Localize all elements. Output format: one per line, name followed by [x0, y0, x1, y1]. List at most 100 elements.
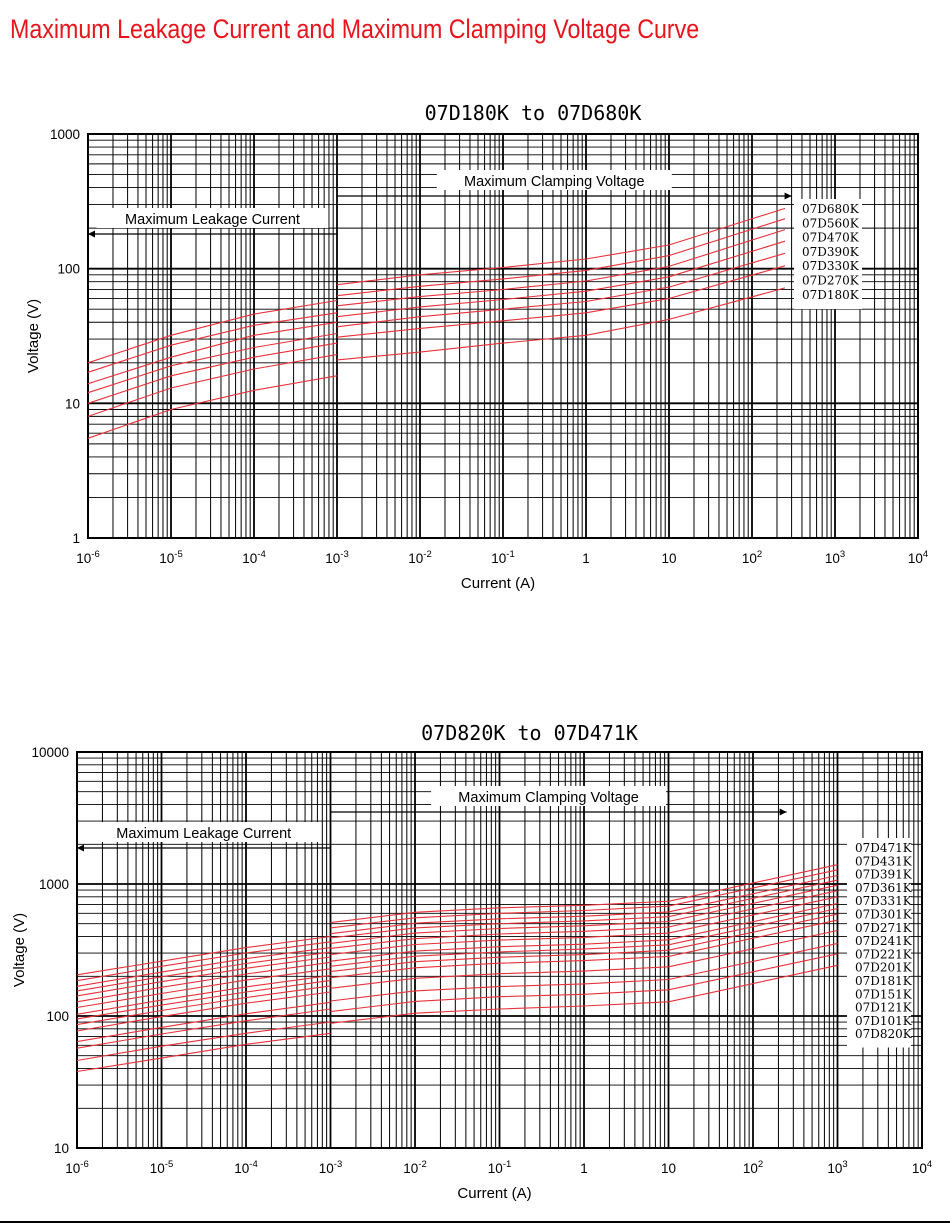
- x-tick-base: 10: [319, 1161, 334, 1176]
- x-tick-label: 10-2: [403, 1159, 426, 1176]
- series-line-leakage-07d151k: [76, 1001, 331, 1043]
- series-line-clamping-07d271k: [330, 896, 838, 956]
- legend: 07D471K07D431K07D391K07D361K07D331K07D30…: [847, 838, 913, 1048]
- x-tick-exponent: -2: [418, 1159, 426, 1170]
- legend-entry: 07D471K: [855, 841, 913, 855]
- legend-entry: 07D560K: [802, 216, 860, 230]
- legend-entry: 07D121K: [855, 1001, 913, 1015]
- plot-frame: [87, 133, 919, 539]
- y-tick-label: 1000: [50, 127, 80, 142]
- y-tick-label: 10000: [31, 745, 69, 760]
- series-line-clamping-07d241k: [330, 902, 838, 962]
- x-tick-base: 10: [908, 551, 923, 566]
- x-tick-label: 104: [908, 549, 928, 566]
- series-line-clamping-07d201k: [330, 913, 838, 973]
- x-tick-exponent: 4: [927, 1159, 932, 1170]
- legend-entry: 07D431K: [855, 854, 913, 868]
- series-line-leakage-07d270k: [87, 354, 338, 417]
- series-line-leakage-07d560k: [87, 312, 338, 373]
- x-axis-label: Current (A): [457, 1185, 531, 1202]
- x-tick-label: 10-3: [325, 549, 348, 566]
- x-tick-base: 10: [661, 551, 676, 566]
- chart-title: 07D820K to 07D471K: [421, 721, 638, 745]
- legend-entry: 07D680K: [802, 202, 860, 216]
- series-line-leakage-07d331k: [76, 956, 331, 997]
- x-tick-exponent: -1: [506, 549, 514, 560]
- x-tick-exponent: 3: [840, 549, 845, 560]
- series-line-leakage-07d121k: [76, 1008, 331, 1049]
- annotation-arrow-head: [77, 844, 84, 852]
- series-line-clamping-07d101k: [330, 953, 838, 1013]
- annotation-label-background: [96, 208, 329, 228]
- legend-entry: 07D180K: [802, 288, 860, 302]
- x-tick-label: 10-3: [319, 1159, 342, 1176]
- x-tick-label: 103: [825, 549, 845, 566]
- annotation-clamping-voltage: Maximum Clamping Voltage: [464, 174, 645, 190]
- series-line-leakage-07d201k: [76, 985, 331, 1026]
- y-axis-label: Voltage (V): [11, 913, 28, 987]
- series-line-clamping-07d560k: [336, 218, 786, 297]
- y-tick-label: 10: [54, 1141, 69, 1156]
- legend-entry: 07D221K: [855, 947, 913, 961]
- x-tick-exponent: -4: [249, 1159, 257, 1170]
- annotation-leakage-current: Maximum Leakage Current: [125, 212, 300, 228]
- x-tick-exponent: -3: [334, 1159, 342, 1170]
- x-tick-label: 102: [742, 549, 762, 566]
- x-tick-base: 10: [408, 551, 423, 566]
- x-tick-label: 10-4: [242, 549, 265, 566]
- legend-entry: 07D390K: [802, 245, 860, 259]
- series-line-leakage-07d820k: [76, 1032, 331, 1073]
- x-tick-exponent: -5: [165, 1159, 173, 1170]
- x-tick-base: 10: [825, 551, 840, 566]
- series-line-clamping-07d270k: [336, 265, 786, 338]
- x-tick-exponent: 2: [758, 1159, 763, 1170]
- series-line-clamping-07d391k: [330, 874, 838, 935]
- x-tick-label: 10-4: [234, 1159, 257, 1176]
- x-tick-base: 10: [76, 551, 91, 566]
- x-tick-base: 10: [403, 1161, 418, 1176]
- x-tick-label: 103: [827, 1159, 847, 1176]
- x-tick-exponent: -6: [80, 1159, 88, 1170]
- x-tick-exponent: -5: [174, 549, 182, 560]
- grid: [87, 134, 918, 539]
- series-line-leakage-07d101k: [76, 1021, 331, 1062]
- series-line-leakage-07d271k: [76, 968, 331, 1009]
- annotation-label-background: [431, 786, 667, 806]
- x-tick-label: 10: [661, 551, 676, 566]
- x-tick-base: 10: [743, 1161, 758, 1176]
- legend-entry: 07D201K: [855, 961, 913, 975]
- x-tick-base: 10: [827, 1161, 842, 1176]
- legend-entry: 07D301K: [855, 908, 913, 922]
- series-line-clamping-07d181k: [330, 919, 838, 979]
- plot-frame: [76, 751, 923, 1149]
- x-tick-base: 10: [742, 551, 757, 566]
- x-tick-label: 104: [912, 1159, 932, 1176]
- series-line-leakage-07d680k: [87, 299, 338, 364]
- x-tick-base: 10: [150, 1161, 165, 1176]
- series-line-leakage-07d241k: [76, 974, 331, 1015]
- y-tick-label: 10: [65, 396, 80, 411]
- series-line-leakage-07d470k: [87, 321, 338, 385]
- y-tick-label: 100: [46, 1009, 69, 1024]
- x-tick-label: 10-6: [76, 549, 99, 566]
- legend-entry: 07D331K: [855, 894, 913, 908]
- series-line-clamping-07d180k: [336, 287, 786, 361]
- x-tick-label: 10-5: [150, 1159, 173, 1176]
- x-tick-exponent: -3: [340, 549, 348, 560]
- annotation-arrow-head: [784, 192, 792, 200]
- series-line-leakage-07d390k: [87, 332, 338, 394]
- series-line-leakage-07d301k: [76, 961, 331, 1003]
- series-line-clamping-07d301k: [330, 890, 838, 949]
- series-line-leakage-07d471k: [76, 935, 331, 976]
- x-tick-label: 1: [582, 551, 590, 566]
- page-title: Maximum Leakage Current and Maximum Clam…: [10, 14, 700, 44]
- legend-entry: 07D391K: [855, 868, 913, 882]
- x-tick-exponent: 3: [842, 1159, 847, 1170]
- legend-background: [847, 838, 911, 1048]
- bottom-rule: [0, 1221, 950, 1223]
- legend-entry: 07D361K: [855, 881, 913, 895]
- legend-entry: 07D151K: [855, 987, 913, 1001]
- x-tick-label: 102: [743, 1159, 763, 1176]
- legend-background: [794, 199, 862, 310]
- x-tick-label: 1: [580, 1161, 588, 1176]
